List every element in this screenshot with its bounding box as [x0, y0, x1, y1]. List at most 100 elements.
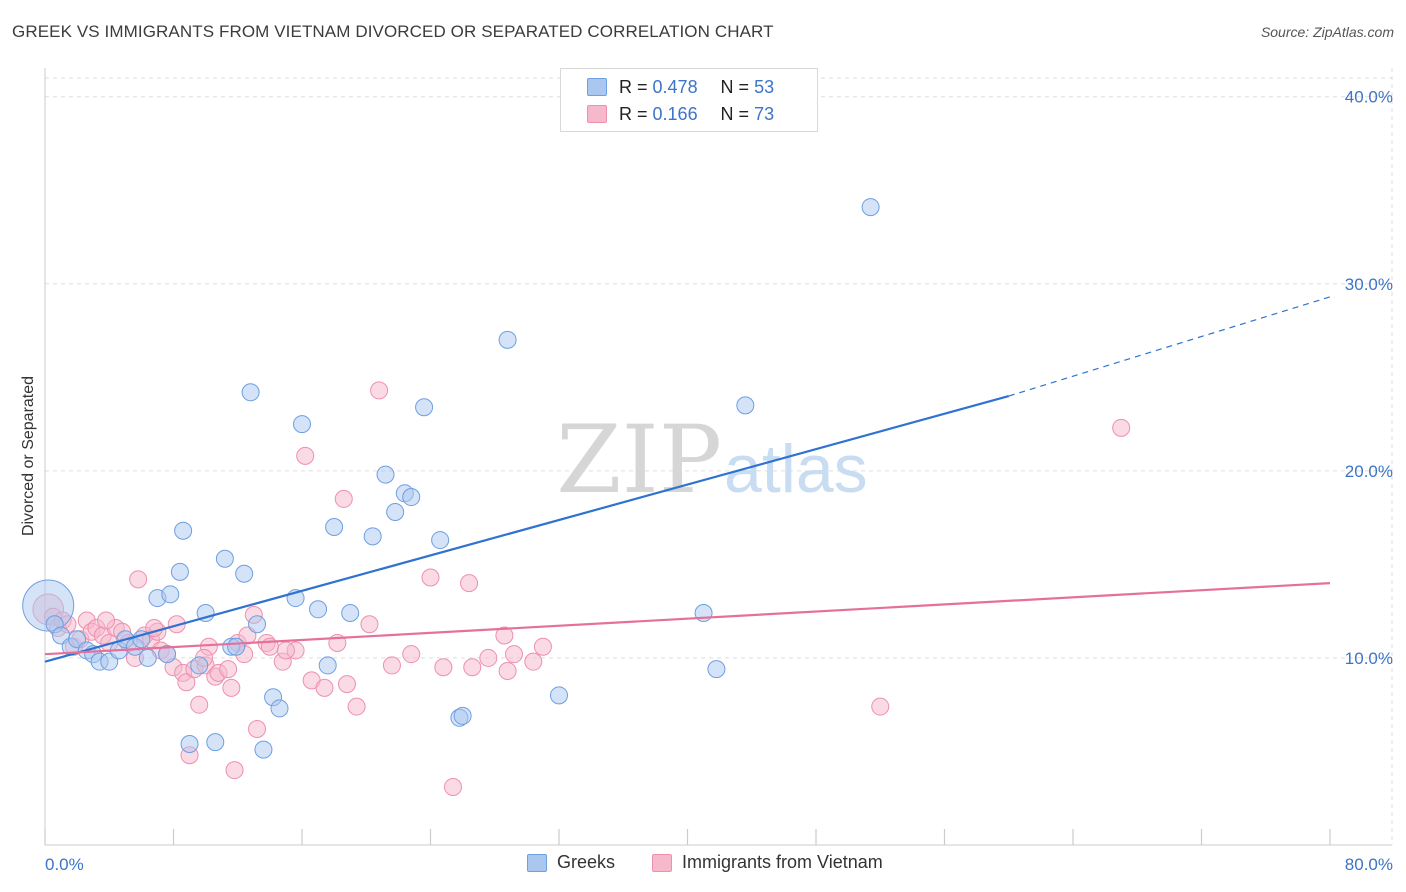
greeks-trend-line: [44, 394, 1010, 663]
series-legend: Greeks Immigrants from Vietnam: [0, 852, 1406, 878]
greeks-legend-swatch: [527, 853, 547, 872]
greeks-point: [309, 600, 328, 619]
legend-stats: R = 0.478 N = 53 R = 0.166 N = 73: [560, 68, 818, 132]
vietnam-point: [315, 678, 334, 697]
greeks-point: [170, 562, 189, 581]
greeks-point: [161, 585, 180, 604]
grid-lines: [45, 68, 1393, 845]
greeks-point: [402, 488, 421, 507]
vietnam-point: [370, 381, 389, 400]
vietnam-point: [505, 645, 524, 664]
x-tick-labels: 0.0% 80.0%: [45, 855, 1393, 874]
vietnam-point: [129, 570, 148, 589]
greeks-point: [158, 645, 177, 664]
greeks-point: [861, 198, 880, 217]
greeks-trend-extension: [1008, 296, 1331, 397]
greeks-point: [235, 564, 254, 583]
vietnam-point: [225, 761, 244, 780]
vietnam-point: [1112, 418, 1131, 437]
greeks-point: [206, 733, 225, 752]
trend-lines: [44, 296, 1331, 663]
greeks-point: [415, 398, 434, 417]
y-tick-labels: 10.0% 20.0% 30.0% 40.0%: [1345, 88, 1393, 668]
greeks-point: [341, 604, 360, 623]
greeks-point: [550, 686, 568, 705]
legend-item-greeks: Greeks: [527, 852, 615, 873]
vietnam-point: [382, 656, 401, 675]
vietnam-point: [222, 678, 241, 697]
y-axis-title: Divorced or Separated: [20, 376, 37, 536]
legend-row-greeks: R = 0.478 N = 53: [587, 75, 774, 99]
vietnam-point: [248, 720, 267, 739]
vietnam-point: [443, 778, 462, 797]
greeks-point: [707, 660, 726, 679]
greeks-point: [453, 706, 472, 725]
greeks-point: [190, 656, 209, 675]
vietnam-point: [871, 697, 890, 716]
vietnam-point: [347, 697, 366, 716]
vietnam-point: [460, 574, 479, 593]
y-tick-label: 10.0%: [1345, 649, 1393, 668]
r-label: R =: [619, 103, 648, 124]
greeks-point: [138, 648, 157, 667]
vietnam-point: [421, 568, 440, 587]
vietnam-point: [334, 489, 353, 508]
greeks-point: [227, 637, 246, 656]
r-value: 0.166: [652, 103, 698, 124]
greeks-point: [248, 615, 267, 634]
y-tick-label: 20.0%: [1345, 462, 1393, 481]
legend-row-vietnam: R = 0.166 N = 73: [587, 102, 774, 126]
vietnam-point: [276, 641, 295, 660]
source-label: Source: ZipAtlas.com: [1260, 24, 1394, 40]
y-tick-label: 40.0%: [1345, 88, 1393, 107]
axes: [44, 68, 1392, 846]
greeks-point: [254, 740, 273, 759]
greeks-point: [215, 549, 234, 568]
vietnam-point: [463, 658, 482, 677]
n-label: N =: [720, 103, 750, 124]
greeks-swatch: [587, 78, 607, 96]
legend-label-vietnam: Immigrants from Vietnam: [682, 852, 883, 872]
y-tick-label: 30.0%: [1345, 275, 1393, 294]
vietnam-point: [190, 695, 209, 714]
vietnam-point: [479, 648, 498, 667]
r-label: R =: [619, 76, 648, 97]
vietnam-point: [533, 637, 552, 656]
legend-item-vietnam: Immigrants from Vietnam: [652, 852, 883, 873]
vietnam-point: [495, 626, 514, 645]
greeks-point: [180, 734, 199, 753]
vietnam-point: [296, 446, 315, 465]
greeks-point: [736, 396, 755, 415]
greeks-point: [293, 415, 311, 434]
r-value: 0.478: [652, 76, 698, 97]
vietnam-point: [219, 660, 238, 679]
x-tick-label: 80.0%: [1345, 855, 1393, 874]
x-tick-label: 0.0%: [45, 855, 84, 874]
chart-title: GREEK VS IMMIGRANTS FROM VIETNAM DIVORCE…: [12, 22, 774, 41]
greeks-point: [270, 699, 289, 718]
vietnam-point: [498, 662, 517, 681]
n-value: 73: [754, 103, 775, 124]
vietnam-point: [434, 658, 453, 677]
greeks-point: [376, 465, 395, 484]
vietnam-legend-swatch: [652, 853, 672, 872]
greeks-point: [431, 531, 450, 550]
greeks-point: [363, 527, 382, 546]
vietnam-point: [524, 652, 543, 671]
greeks-point: [241, 383, 260, 402]
vietnam-point: [360, 615, 379, 634]
vietnam-swatch: [587, 105, 607, 123]
n-label: N =: [720, 76, 750, 97]
vietnam-trend-line: [44, 581, 1331, 656]
vietnam-point: [177, 673, 196, 692]
greeks-point: [498, 330, 517, 349]
vietnam-point: [402, 645, 421, 664]
greeks-point: [174, 521, 193, 540]
vietnam-point: [97, 611, 116, 630]
vietnam-point: [337, 675, 356, 694]
legend-label-greeks: Greeks: [557, 852, 616, 872]
greeks-point: [318, 656, 337, 675]
greeks-point: [325, 517, 344, 536]
n-value: 53: [754, 76, 775, 97]
